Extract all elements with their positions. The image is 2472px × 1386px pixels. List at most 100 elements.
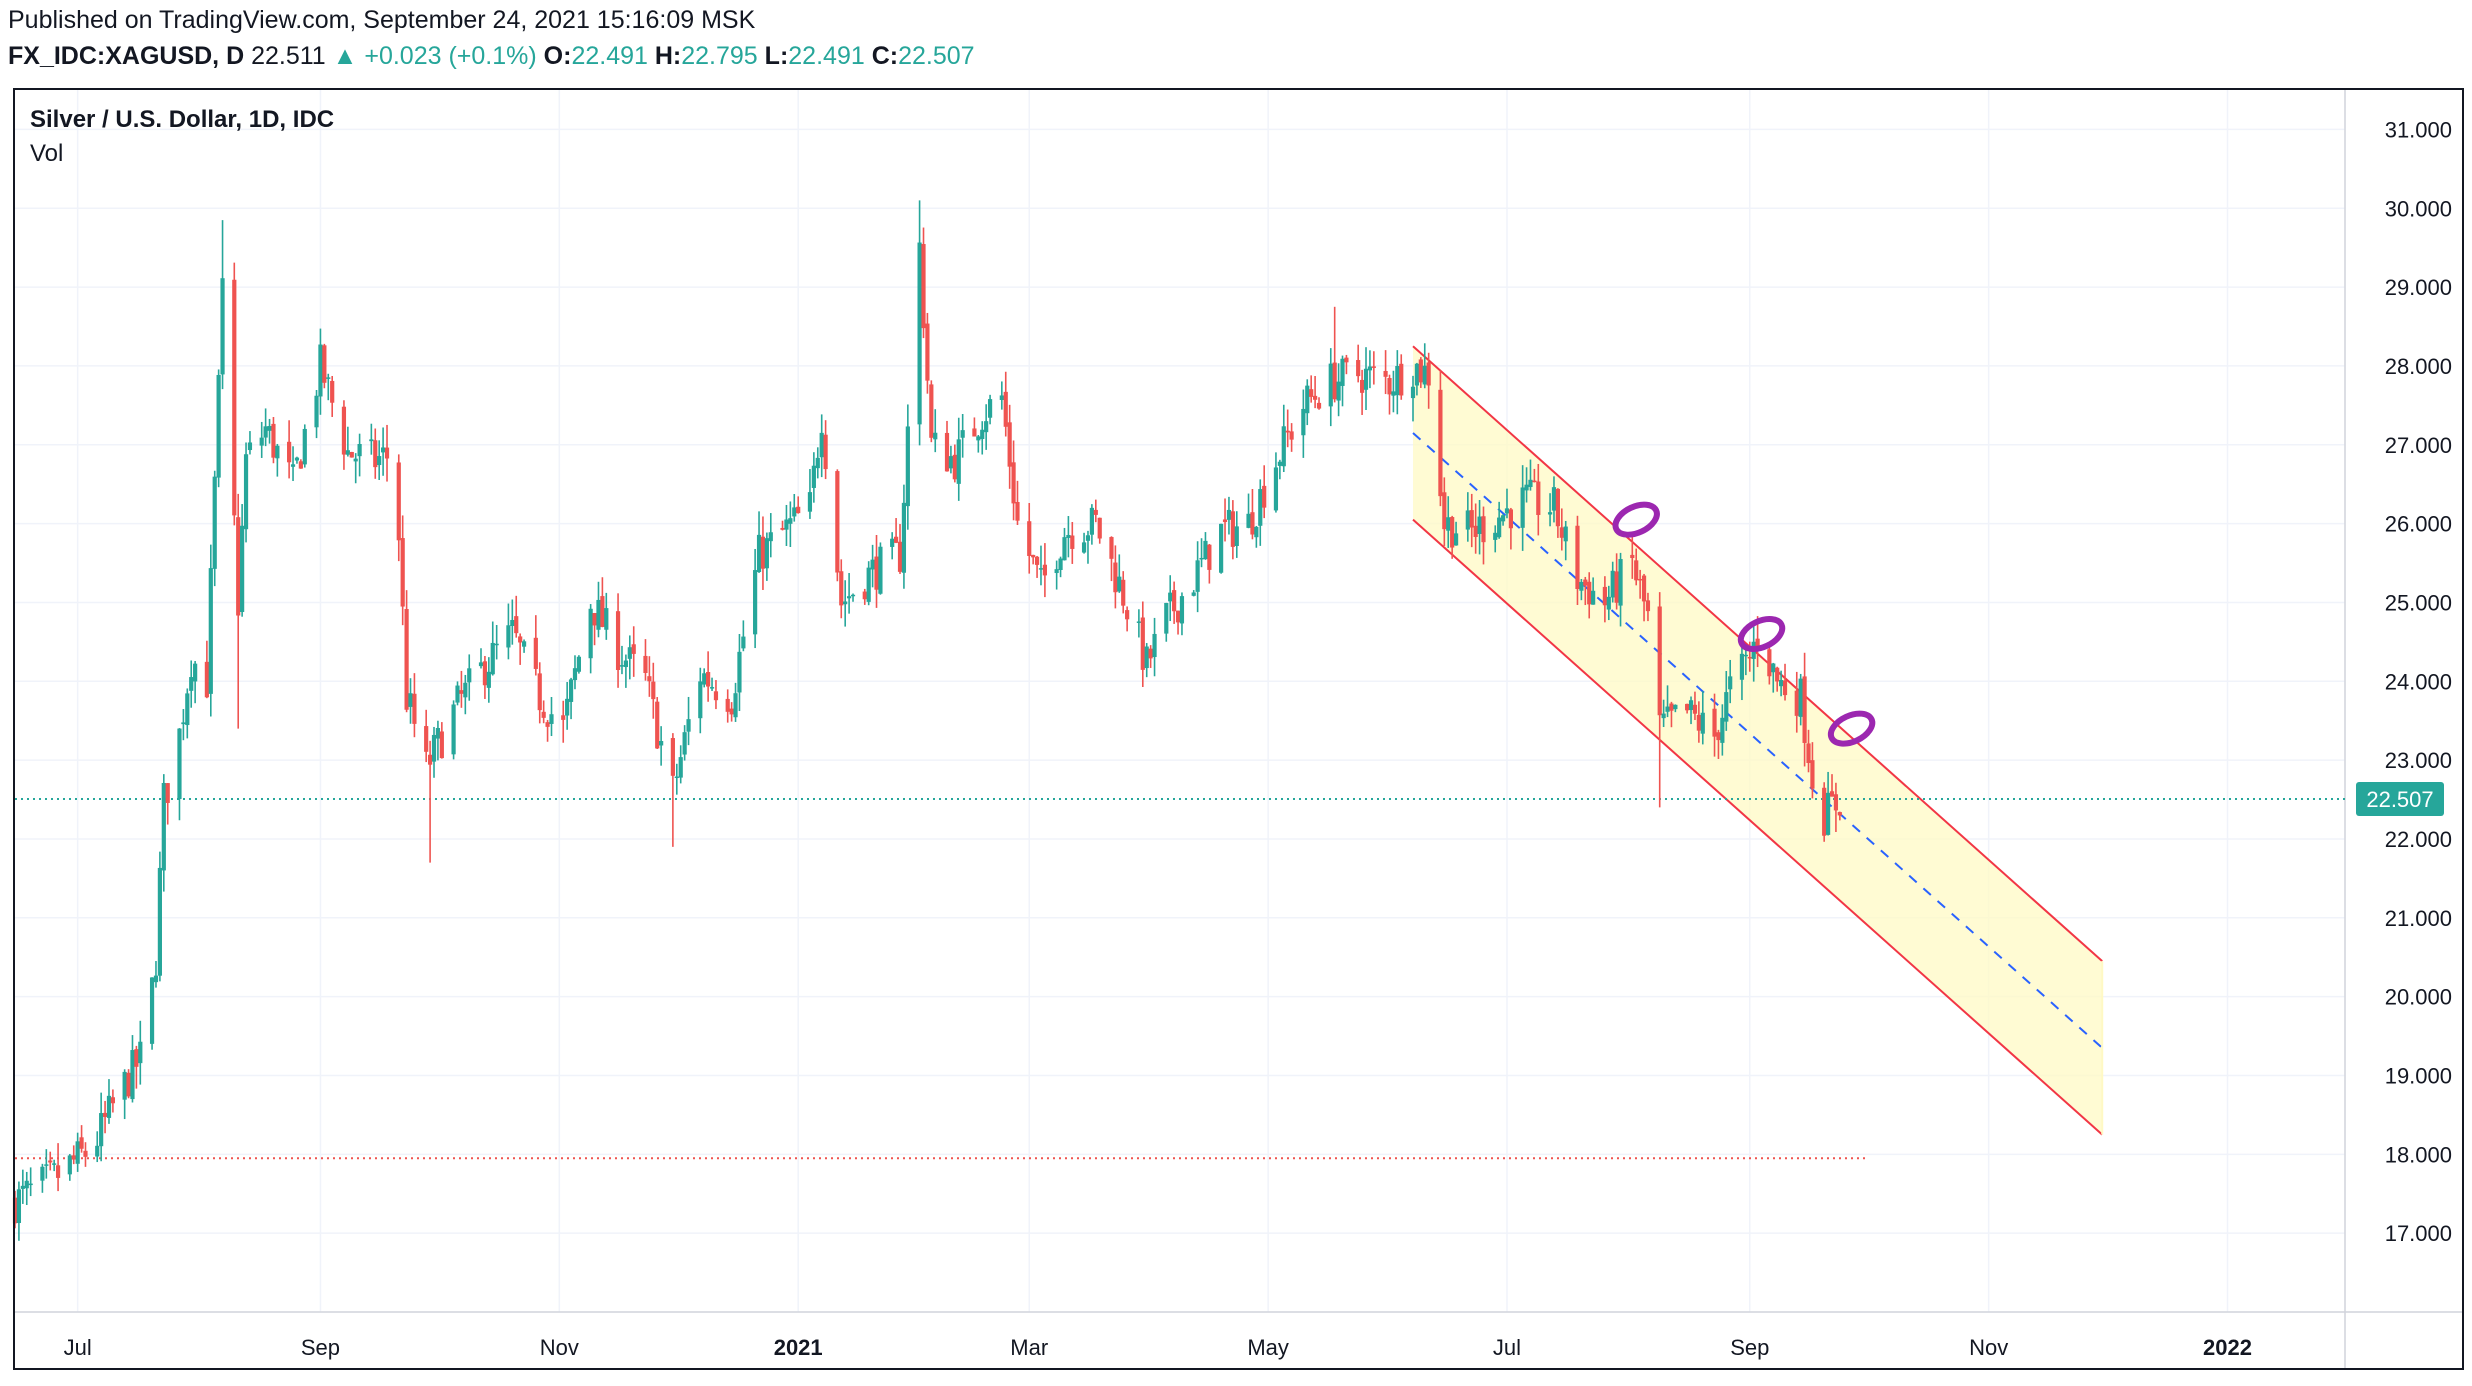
candle-15 <box>95 1131 100 1163</box>
candle-body-331 <box>1825 792 1831 835</box>
price-axis[interactable]: 17.000 18.000 19.000 20.000 21.000 22.000 23.0… <box>2356 117 2452 1246</box>
candle-body-39 <box>220 278 225 375</box>
candle-body-120 <box>670 738 675 776</box>
candle-325 <box>1794 671 1799 733</box>
candle-body-249 <box>1371 366 1376 368</box>
candle-172 <box>952 444 957 483</box>
annotation-marks[interactable] <box>1611 499 1877 750</box>
candle-body-123 <box>682 732 687 755</box>
candle-99 <box>549 696 554 737</box>
candle-58 <box>326 373 331 401</box>
candle-135 <box>753 548 758 649</box>
candle-body-289 <box>1591 590 1596 605</box>
time-axis[interactable]: Jul Sep Nov 2021 Mar May Jul Sep Nov 2022 <box>64 1335 2252 1360</box>
candle-body-285 <box>1575 525 1580 590</box>
candle-body-292 <box>1610 570 1615 598</box>
candle-77 <box>431 726 437 778</box>
candle-23 <box>134 1045 139 1089</box>
candle-body-116 <box>647 676 652 682</box>
candle-body-323 <box>1779 680 1784 687</box>
candle-body-59 <box>330 380 335 403</box>
candle-body-102 <box>568 679 574 702</box>
candle-306 <box>1688 696 1694 725</box>
candle-body-290 <box>1602 586 1607 606</box>
candle-body-27 <box>157 867 162 976</box>
candle-39 <box>220 220 225 390</box>
candle-body-88 <box>490 642 495 675</box>
price-change: +0.023 (+0.1%) <box>364 42 537 70</box>
candle-body-174 <box>960 430 965 438</box>
candle-147 <box>815 447 820 479</box>
candle-60 <box>341 400 347 470</box>
candle-278 <box>1532 468 1537 483</box>
candle-body-206 <box>1140 617 1145 670</box>
candle-255 <box>1410 375 1416 422</box>
candle-146 <box>811 452 816 503</box>
candle-69 <box>384 424 390 482</box>
candle-1 <box>16 1181 22 1241</box>
candle-300 <box>1657 592 1662 808</box>
candle-body-1 <box>16 1189 22 1223</box>
candle-body-74 <box>412 693 417 724</box>
candle-body-309 <box>1700 712 1705 734</box>
candle-body-162 <box>897 541 903 572</box>
candle-228 <box>1258 479 1263 546</box>
candle-71 <box>400 515 405 626</box>
candle-37 <box>212 470 217 587</box>
candle-body-121 <box>674 776 679 779</box>
candle-238 <box>1313 375 1318 409</box>
candle-46 <box>263 408 268 447</box>
candle-235 <box>1301 389 1306 458</box>
candle-body-219 <box>1207 544 1212 570</box>
candle-33 <box>189 660 194 708</box>
candle-129 <box>713 680 719 710</box>
candle-148 <box>819 414 824 478</box>
candlestick-series[interactable] <box>12 200 1842 1241</box>
candle-body-198 <box>1093 509 1098 515</box>
candle-105 <box>588 604 593 674</box>
candle-body-189 <box>1042 564 1047 576</box>
candle-body-188 <box>1038 568 1044 570</box>
candle-body-151 <box>839 571 844 606</box>
candle-192 <box>1062 527 1067 561</box>
candle-7 <box>48 1151 53 1171</box>
candle-221 <box>1222 498 1228 542</box>
candle-body-255 <box>1410 386 1416 399</box>
candle-body-29 <box>165 783 170 803</box>
candle-83 <box>463 674 468 715</box>
candle-body-71 <box>400 538 405 607</box>
candle-245 <box>1356 344 1361 383</box>
candle-body-232 <box>1281 426 1286 467</box>
candle-body-193 <box>1066 534 1071 538</box>
candle-186 <box>1031 554 1036 565</box>
candle-body-11 <box>71 1155 76 1160</box>
candle-113 <box>627 635 632 680</box>
annotation-loop-1 <box>1737 615 1786 652</box>
candle-body-196 <box>1085 535 1091 541</box>
candle-86 <box>482 655 488 699</box>
candle-body-152 <box>843 601 848 605</box>
candle-body-195 <box>1081 542 1087 553</box>
candle-body-313 <box>1724 692 1729 722</box>
candle-body-229 <box>1262 485 1267 508</box>
candle-89 <box>494 625 499 660</box>
price-tick-label-0: 17.000 <box>2385 1221 2452 1246</box>
candle-body-146 <box>811 465 816 488</box>
candle-197 <box>1089 504 1094 545</box>
candle-79 <box>439 722 444 759</box>
candle-30 <box>177 728 182 821</box>
open-value: 22.491 <box>571 42 648 70</box>
candle-174 <box>960 413 965 458</box>
candle-216 <box>1195 541 1200 613</box>
candle-57 <box>322 343 327 389</box>
candle-body-209 <box>1152 633 1157 658</box>
candle-body-256 <box>1414 363 1420 386</box>
symbol-name[interactable]: FX_IDC:XAGUSD, D <box>8 42 245 70</box>
candle-328 <box>1806 729 1811 773</box>
candle-213 <box>1175 610 1181 635</box>
candle-body-257 <box>1418 359 1423 383</box>
candle-212 <box>1172 581 1177 624</box>
candle-body-296 <box>1634 560 1639 581</box>
candle-body-6 <box>44 1164 49 1166</box>
